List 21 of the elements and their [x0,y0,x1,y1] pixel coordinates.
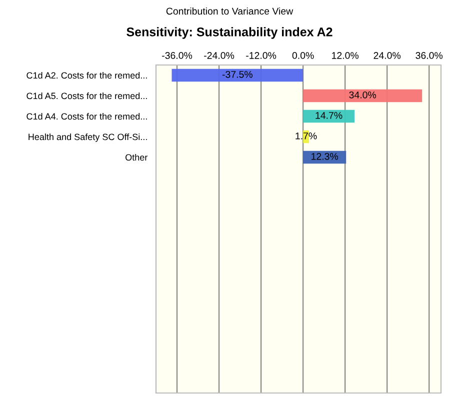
y-tick-label: Health and Safety SC Off-Si... [28,133,147,142]
x-tick-label: -24.0% [204,52,234,59]
data-label: 34.0% [349,91,376,98]
x-tick-label: 12.0% [332,52,359,59]
bar [303,89,422,102]
y-tick-label: C1d A4. Costs for the remed... [26,112,147,120]
x-tick-label: -12.0% [246,52,276,59]
data-label: 12.3% [312,152,338,160]
x-tick-label: 0.0% [292,52,314,59]
chart-title: Contribution to Variance View [166,7,294,15]
chart-subtitle: Sensitivity: Sustainability index A2 [126,27,332,39]
y-tick-label: C1d A2. Costs for the remed... [26,72,147,79]
data-label: 14.7% [316,112,342,119]
y-tick-label: Other [126,154,148,161]
x-tick-label: -36.0% [162,52,192,59]
bar [303,110,355,123]
data-label: -37.5% [222,70,252,78]
x-tick-label: 24.0% [374,52,401,59]
bar [172,68,304,82]
x-tick-label: 36.0% [416,52,443,59]
y-tick-label: C1d A5. Costs for the remed... [26,92,147,100]
